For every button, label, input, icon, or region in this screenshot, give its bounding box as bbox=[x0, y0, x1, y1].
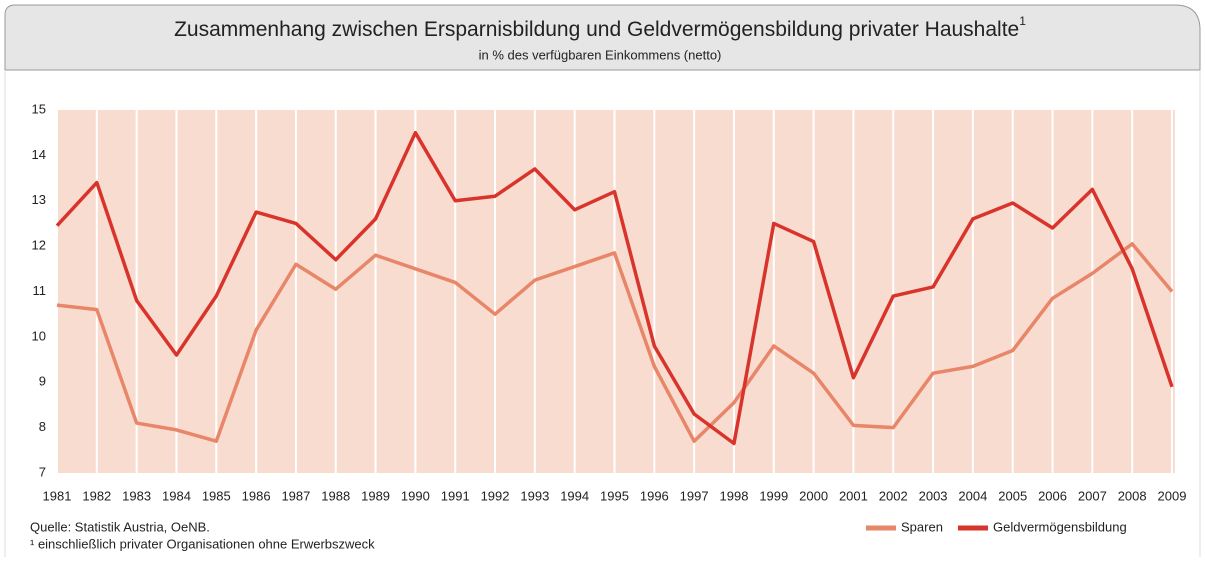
x-tick-label: 1995 bbox=[600, 488, 629, 503]
series-line bbox=[56, 242, 1174, 443]
x-tick-label: 1999 bbox=[759, 488, 788, 503]
x-tick-label: 1997 bbox=[680, 488, 709, 503]
x-tick-label: 2003 bbox=[919, 488, 948, 503]
header-band bbox=[4, 4, 1201, 71]
x-tick-label: 1987 bbox=[281, 488, 310, 503]
legend-label: Geldvermögensbildung bbox=[993, 519, 1127, 534]
y-tick-label: 7 bbox=[39, 464, 46, 479]
x-tick-label: 1988 bbox=[321, 488, 350, 503]
x-tick-label: 1993 bbox=[520, 488, 549, 503]
x-tick-label: 2004 bbox=[958, 488, 987, 503]
y-tick-label: 13 bbox=[32, 192, 46, 207]
x-tick-label: 2007 bbox=[1078, 488, 1107, 503]
x-tick-label: 1985 bbox=[202, 488, 231, 503]
legend-label: Sparen bbox=[901, 519, 943, 534]
x-tick-label: 1984 bbox=[162, 488, 191, 503]
x-tick-label: 2005 bbox=[998, 488, 1027, 503]
x-tick-label: 1990 bbox=[401, 488, 430, 503]
y-tick-label: 12 bbox=[32, 238, 46, 253]
title-superscript: 1 bbox=[1019, 14, 1026, 28]
footnote: ¹ einschließlich privater Organisationen… bbox=[30, 536, 375, 551]
x-tick-label: 2002 bbox=[879, 488, 908, 503]
frame bbox=[4, 70, 1201, 557]
x-tick-label: 1992 bbox=[481, 488, 510, 503]
x-tick-label: 1986 bbox=[242, 488, 271, 503]
x-tick-label: 1991 bbox=[441, 488, 470, 503]
series-line bbox=[55, 130, 1174, 446]
y-tick-label: 15 bbox=[32, 101, 46, 116]
chart-title: Zusammenhang zwischen Ersparnisbildung u… bbox=[174, 14, 1026, 40]
x-tick-label: 2009 bbox=[1158, 488, 1187, 503]
y-tick-label: 8 bbox=[39, 419, 46, 434]
x-tick-label: 1982 bbox=[82, 488, 111, 503]
y-tick-label: 10 bbox=[32, 328, 46, 343]
x-tick-label: 1983 bbox=[122, 488, 151, 503]
y-tick-label: 9 bbox=[39, 374, 46, 389]
x-tick-label: 1996 bbox=[640, 488, 669, 503]
x-tick-label: 2001 bbox=[839, 488, 868, 503]
x-tick-label: 1981 bbox=[43, 488, 72, 503]
y-tick-label: 11 bbox=[33, 283, 47, 298]
x-tick-label: 1989 bbox=[361, 488, 390, 503]
x-tick-label: 2006 bbox=[1038, 488, 1067, 503]
x-tick-label: 2000 bbox=[799, 488, 828, 503]
chart-subtitle: in % des verfügbaren Einkommens (netto) bbox=[479, 47, 722, 62]
y-tick-label: 14 bbox=[32, 147, 46, 162]
title-text: Zusammenhang zwischen Ersparnisbildung u… bbox=[174, 18, 1019, 41]
x-tick-label: 1998 bbox=[720, 488, 749, 503]
x-tick-label: 1994 bbox=[560, 488, 589, 503]
x-tick-label: 2008 bbox=[1118, 488, 1147, 503]
plot-area bbox=[57, 110, 1175, 473]
source: Quelle: Statistik Austria, OeNB. bbox=[30, 519, 210, 534]
